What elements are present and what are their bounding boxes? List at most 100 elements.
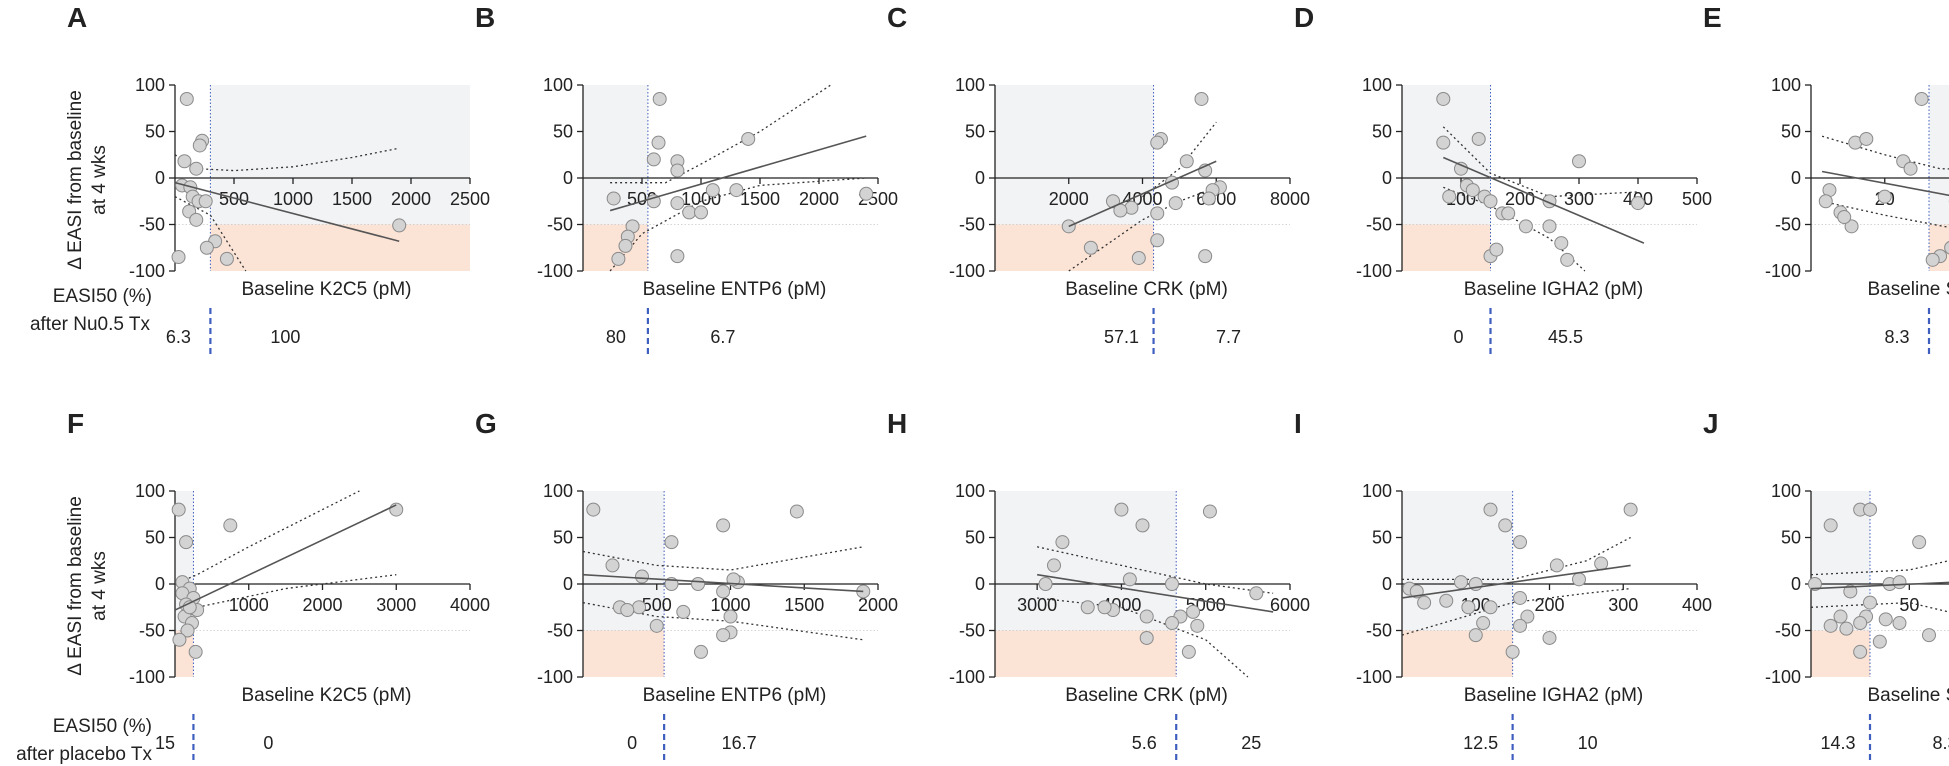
panel-b-letter: B [475, 2, 495, 33]
panel-h-ytick-label: -50 [959, 621, 985, 641]
panel-j-point [1863, 595, 1877, 610]
panel-a-point [392, 218, 407, 233]
panel-e-ytick-label: -50 [1775, 215, 1801, 235]
panel-i-point [1505, 644, 1520, 659]
panel-d-xtick-label: 500 [1682, 189, 1712, 209]
panel-e-point [1837, 210, 1852, 225]
panel-h-point [1139, 609, 1154, 624]
panel-e-point [1877, 189, 1892, 204]
panel-g-ytick-label: 0 [563, 574, 573, 594]
panel-c-xlabel: Baseline CRK (pM) [1065, 279, 1228, 300]
panel-i-point [1594, 556, 1609, 571]
panel-i-ytick-label: 0 [1382, 574, 1392, 594]
panel-a-point [189, 212, 204, 227]
easi50-row-label-top: EASI50 (%) after Nu0.5 Tx [30, 286, 152, 335]
panel-j-xlabel: Baseline SMOC1 (pM) [1867, 685, 1949, 706]
panel-c-letter: C [887, 2, 907, 33]
panel-c-ytick-label: -100 [949, 261, 985, 281]
panel-g-ytick-label: 100 [543, 481, 573, 501]
panel-b-ytick-label: 0 [563, 168, 573, 188]
panel-h-point [1165, 577, 1179, 591]
panel-a-ytick-label: 0 [155, 168, 165, 188]
panel-j-point [1912, 535, 1927, 550]
panel-c-point [1168, 196, 1183, 211]
panel-g-point [726, 572, 741, 587]
panel-f-letter: F [67, 408, 84, 439]
panel-c-ci-upper [1142, 121, 1217, 198]
panel-h-point [1190, 618, 1205, 633]
panel-g-easi50-left: 0 [627, 733, 637, 753]
panel-a-xtick-label: 1000 [273, 189, 313, 209]
panel-c-point [1150, 233, 1165, 248]
panel-i-point [1520, 609, 1535, 624]
panel-f-point [171, 502, 186, 517]
panel-j-point [1833, 609, 1848, 624]
panel-g-xtick-label: 1000 [710, 595, 750, 615]
panel-b-point [651, 135, 666, 150]
panel-b-point [606, 191, 621, 206]
panel-a-point [179, 91, 194, 106]
panel-i-point [1468, 628, 1483, 643]
panel-i-point [1417, 595, 1432, 610]
panel-d-point [1572, 154, 1586, 169]
panel-f-easi50-right: 0 [263, 733, 273, 753]
panel-j-xtick-label: 50 [1899, 595, 1919, 615]
panel-g-xtick-label: 500 [642, 595, 672, 615]
panel-b-ytick-label: 50 [553, 122, 573, 142]
panel-j-point [1892, 616, 1907, 631]
panel-g-point [676, 604, 691, 619]
panel-i-point [1439, 593, 1454, 608]
panel-d-point [1483, 194, 1498, 209]
panel-c-point [1194, 91, 1209, 106]
panel-b-point [611, 251, 626, 266]
panel-i-point [1483, 600, 1498, 615]
panel-c-point [1179, 154, 1194, 169]
panel-e-ytick-label: -100 [1765, 261, 1801, 281]
panel-c-point [1198, 249, 1213, 264]
panel-a-ytick-label: -100 [129, 261, 165, 281]
panel-j-point [1823, 618, 1838, 633]
panel-d-point [1436, 135, 1451, 150]
panel-e-ytick-label: 50 [1781, 122, 1801, 142]
panel-d-ci-lower [1443, 186, 1586, 272]
panel-i-point [1572, 572, 1586, 587]
panel-d-point [1501, 206, 1516, 221]
panel-f-xtick-label: 2000 [302, 595, 342, 615]
panel-h-point [1114, 502, 1129, 517]
panel-d-point [1542, 219, 1557, 234]
panel-f-point [180, 623, 195, 638]
panel-g-point [635, 569, 649, 584]
panel-j-point [1853, 644, 1868, 659]
panel-i-ytick-label: -50 [1366, 621, 1392, 641]
panel-e-easi50-left: 8.3 [1884, 327, 1909, 347]
panel-e-point [1925, 252, 1940, 267]
y-axis-title-top-line1: Δ EASI from baseline [65, 90, 86, 270]
panel-b-point [859, 186, 874, 201]
panel-h-point [1097, 600, 1112, 615]
panel-h-point [1080, 600, 1095, 615]
panel-h-letter: H [887, 408, 907, 439]
panel-g-xtick-label: 2000 [858, 595, 898, 615]
panel-e-ytick-label: 0 [1791, 168, 1801, 188]
panel-a-easi50-right: 100 [270, 327, 300, 347]
panel-f-ytick-label: 0 [155, 574, 165, 594]
panel-g-point [620, 603, 635, 618]
panel-d-point [1631, 196, 1645, 211]
panel-h-point [1047, 558, 1061, 573]
y-axis-title-top-line2: at 4 wks [89, 145, 110, 215]
panel-a-point [199, 240, 214, 255]
panel-i-fit-line [1401, 564, 1631, 599]
panel-e-fit-line [1821, 170, 1949, 197]
panel-h-easi50-left: 5.6 [1132, 733, 1157, 753]
panel-a-letter: A [67, 2, 87, 33]
panel-b-ci-upper [610, 84, 832, 184]
panel-b-fit-line [609, 135, 867, 212]
panel-i-ci-lower [1401, 587, 1631, 636]
